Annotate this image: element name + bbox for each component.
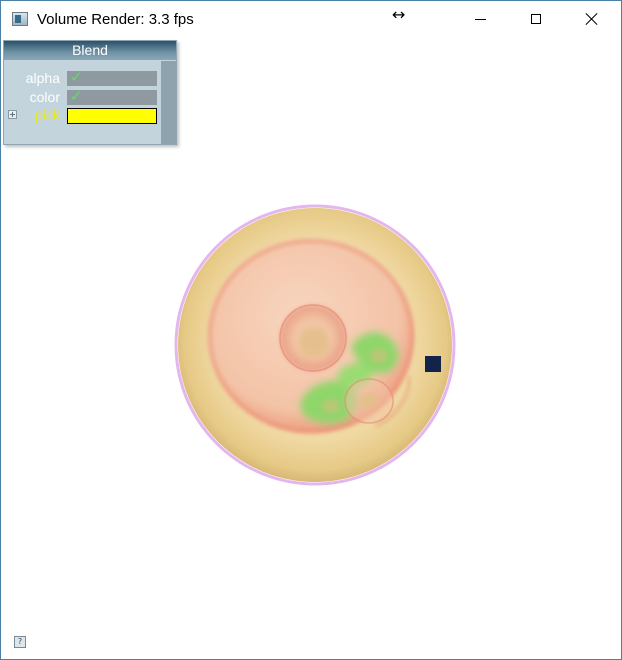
membrane-fold [375,375,411,427]
alpha-row: alpha ✓ [4,68,160,87]
color-row: color ✓ [4,87,160,106]
secondary-cell-core [360,393,378,409]
close-button[interactable] [569,1,615,37]
alpha-label: alpha [25,70,60,86]
membrane [208,239,414,433]
color-checkbox[interactable]: ✓ [67,87,157,105]
pick-row: pick [4,107,160,124]
help-icon[interactable]: ? [14,636,26,648]
color-label: color [29,89,60,105]
pick-marker[interactable] [425,356,441,372]
maximize-button[interactable] [513,1,559,37]
blend-panel-title[interactable]: Blend [4,41,176,60]
volume-render-view[interactable] [171,201,461,491]
close-icon [585,12,599,26]
window-title: Volume Render: 3.3 fps [37,11,194,28]
pick-label: pick [35,107,60,123]
green-region-highlights [322,349,388,413]
check-icon: ✓ [70,87,83,105]
alpha-checkbox[interactable]: ✓ [67,68,157,86]
minimize-icon [474,18,486,20]
app-icon[interactable] [12,12,28,26]
pick-color-swatch[interactable] [67,108,157,124]
panel-scrollbar[interactable] [161,61,176,144]
maximize-icon [531,14,541,24]
blend-panel: Blend alpha ✓ color ✓ pick [3,40,177,145]
nucleus-core [299,328,329,358]
title-bar[interactable]: Volume Render: 3.3 fps ↔ [1,1,621,37]
check-icon: ✓ [70,68,83,86]
expand-plus-icon[interactable] [8,110,17,119]
secondary-cell-outline [344,378,394,424]
resize-cursor-icon: ↔ [392,5,406,24]
halo-ring [174,204,456,486]
nucleus-outline [279,304,347,372]
minimize-button[interactable] [457,1,503,37]
